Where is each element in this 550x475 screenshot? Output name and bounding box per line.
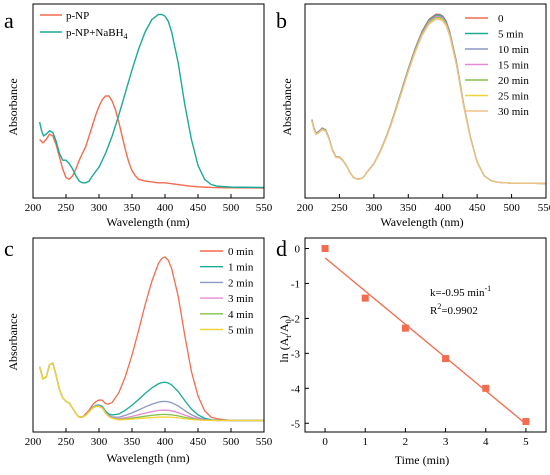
panel-d-r2-sup: 2 xyxy=(437,302,441,311)
panel-b-legend-label-4: 20 min xyxy=(498,75,529,87)
panel-a-xtick-label: 300 xyxy=(91,202,108,214)
panel-c-xtick-label: 450 xyxy=(190,436,207,448)
panel-d-xtick-label: 1 xyxy=(363,436,369,448)
panel-b: b Absorbance Wavelength (nm) 200 250 300 35… xyxy=(276,3,550,229)
panel-c-xtick-label: 400 xyxy=(157,436,174,448)
panel-c-legend-label-0: 0 min xyxy=(228,246,254,258)
panel-a-legend-label-0: p-NP xyxy=(66,10,89,22)
panel-d-ylabel-main: ln (A xyxy=(277,337,291,362)
panel-d-ytick-label: -2 xyxy=(291,313,300,325)
panel-b-series-line-6 xyxy=(311,18,547,185)
panel-b-xtick-label: 200 xyxy=(297,202,314,214)
panel-d-ytick-label: -1 xyxy=(291,278,300,290)
panel-d-xtick-label: 2 xyxy=(403,436,409,448)
panel-b-xtick-label: 300 xyxy=(366,202,383,214)
panel-d-ytick-label: -3 xyxy=(291,348,301,360)
panel-d-r2-r: R xyxy=(430,305,438,317)
panel-a-legend-subscript-1: 4 xyxy=(124,32,128,41)
panel-d-ytick-label: 0 xyxy=(295,243,301,255)
panel-b-ylabel: Absorbance xyxy=(280,78,294,135)
panel-a-legend-name-0: p-NP xyxy=(66,10,89,22)
panel-a-xtick-label: 500 xyxy=(223,202,240,214)
panel-a-xtick-label: 200 xyxy=(25,202,42,214)
panel-a: a Absorbance Wavelength (nm) 200 250 300 35… xyxy=(4,3,273,229)
panel-a-legend-label-1: p-NP+NaBH4 xyxy=(66,27,128,41)
panel-d-ylabel: ln (At/A0) xyxy=(277,315,293,362)
panel-d-plot-frame xyxy=(304,237,547,433)
panel-c-series-line-5 xyxy=(38,362,264,422)
panel-d-xlabel: Time (min) xyxy=(395,453,450,467)
panel-letter-a: a xyxy=(4,8,14,33)
panel-d-r2-value: =0.9902 xyxy=(441,305,477,317)
panel-d-data-point-1 xyxy=(361,294,369,302)
panel-d-xtick-label: 3 xyxy=(443,436,449,448)
panel-c-xtick-label: 350 xyxy=(124,436,141,448)
panel-a-xtick-label: 450 xyxy=(190,202,207,214)
panel-a-xtick-label: 400 xyxy=(157,202,174,214)
panel-c-xtick-label: 200 xyxy=(25,436,42,448)
panel-c-plot-frame xyxy=(32,237,265,433)
panel-c-xtick-label: 500 xyxy=(223,436,240,448)
panel-letter-d: d xyxy=(276,236,287,261)
panel-b-xtick-label: 350 xyxy=(400,202,417,214)
panel-d-data-point-5 xyxy=(522,418,530,426)
panel-b-legend-label-3: 15 min xyxy=(498,60,529,72)
panel-d-ylabel-sub-t: t xyxy=(284,335,293,338)
panel-d-ylabel-end: ) xyxy=(277,315,291,319)
panel-a-series-line-1 xyxy=(38,13,265,189)
panel-letter-b: b xyxy=(276,8,287,33)
panel-d-ytick-label: -5 xyxy=(291,418,301,430)
panel-a-plot-frame xyxy=(32,3,265,199)
panel-a-xlabel: Wavelength (nm) xyxy=(106,215,189,229)
panel-d-xtick-label: 0 xyxy=(322,436,328,448)
panel-d-data-point-4 xyxy=(482,384,490,392)
panel-c-xtick-label: 250 xyxy=(58,436,75,448)
panel-d-xtick-label: 4 xyxy=(483,436,489,448)
panel-c-legend-label-1: 1 min xyxy=(228,262,254,274)
panel-c-legend-label-5: 5 min xyxy=(228,325,254,337)
panel-b-legend-label-6: 30 min xyxy=(498,106,529,118)
panel-c-xtick-label: 550 xyxy=(256,436,273,448)
panel-d-ylabel-mid: /A xyxy=(277,323,291,335)
panel-d-rate-text: k=-0.95 min xyxy=(430,287,485,299)
panel-c-legend-label-3: 3 min xyxy=(228,293,254,305)
panel-c-legend-label-4: 4 min xyxy=(228,309,254,321)
panel-b-legend-label-0: 0 xyxy=(498,13,504,25)
panel-d-rate-annotation: k=-0.95 min-1 xyxy=(430,284,491,299)
panel-c: c Absorbance Wavelength (nm) 200 250 300 35… xyxy=(4,236,273,465)
panel-d-ylabel-sub-0: 0 xyxy=(284,319,293,323)
panel-d-data-point-2 xyxy=(401,324,409,332)
panel-b-xtick-label: 400 xyxy=(434,202,451,214)
panel-d-data-point-3 xyxy=(442,355,450,363)
panel-b-xtick-label: 250 xyxy=(331,202,348,214)
panel-a-series-line-0 xyxy=(39,95,265,189)
panel-c-xtick-label: 300 xyxy=(91,436,108,448)
panel-d-r2-annotation: R2=0.9902 xyxy=(430,302,478,317)
panel-a-legend-name-1: p-NP+NaBH xyxy=(66,27,124,39)
panel-b-xlabel: Wavelength (nm) xyxy=(380,215,463,229)
panel-b-legend-label-1: 5 min xyxy=(498,29,524,41)
panel-b-xtick-label: 550 xyxy=(538,202,550,214)
panel-letter-c: c xyxy=(4,236,14,261)
panel-c-series-line-3 xyxy=(38,362,264,422)
panel-b-legend-label-5: 25 min xyxy=(498,91,529,103)
panel-d: d Time (min) ln (At/A0) k=-0.95 min-1 R2… xyxy=(276,236,547,467)
panel-c-ylabel: Absorbance xyxy=(6,313,20,370)
panel-a-xtick-label: 550 xyxy=(256,202,273,214)
panel-d-ytick-label: -4 xyxy=(291,383,301,395)
panel-d-rate-sup: -1 xyxy=(484,284,491,293)
panel-d-xtick-label: 5 xyxy=(523,436,529,448)
panel-d-fit-line xyxy=(324,257,527,425)
panel-c-xlabel: Wavelength (nm) xyxy=(106,451,189,465)
panel-c-legend-label-2: 2 min xyxy=(228,277,254,289)
panel-d-data-point-0 xyxy=(321,244,329,252)
panel-b-plot-frame xyxy=(304,3,547,199)
panel-a-xtick-label: 250 xyxy=(58,202,75,214)
panel-a-ylabel: Absorbance xyxy=(6,78,20,135)
panel-b-xtick-label: 450 xyxy=(469,202,486,214)
panel-b-xtick-label: 500 xyxy=(503,202,520,214)
panel-b-legend-label-2: 10 min xyxy=(498,44,529,56)
panel-a-xtick-label: 350 xyxy=(124,202,141,214)
